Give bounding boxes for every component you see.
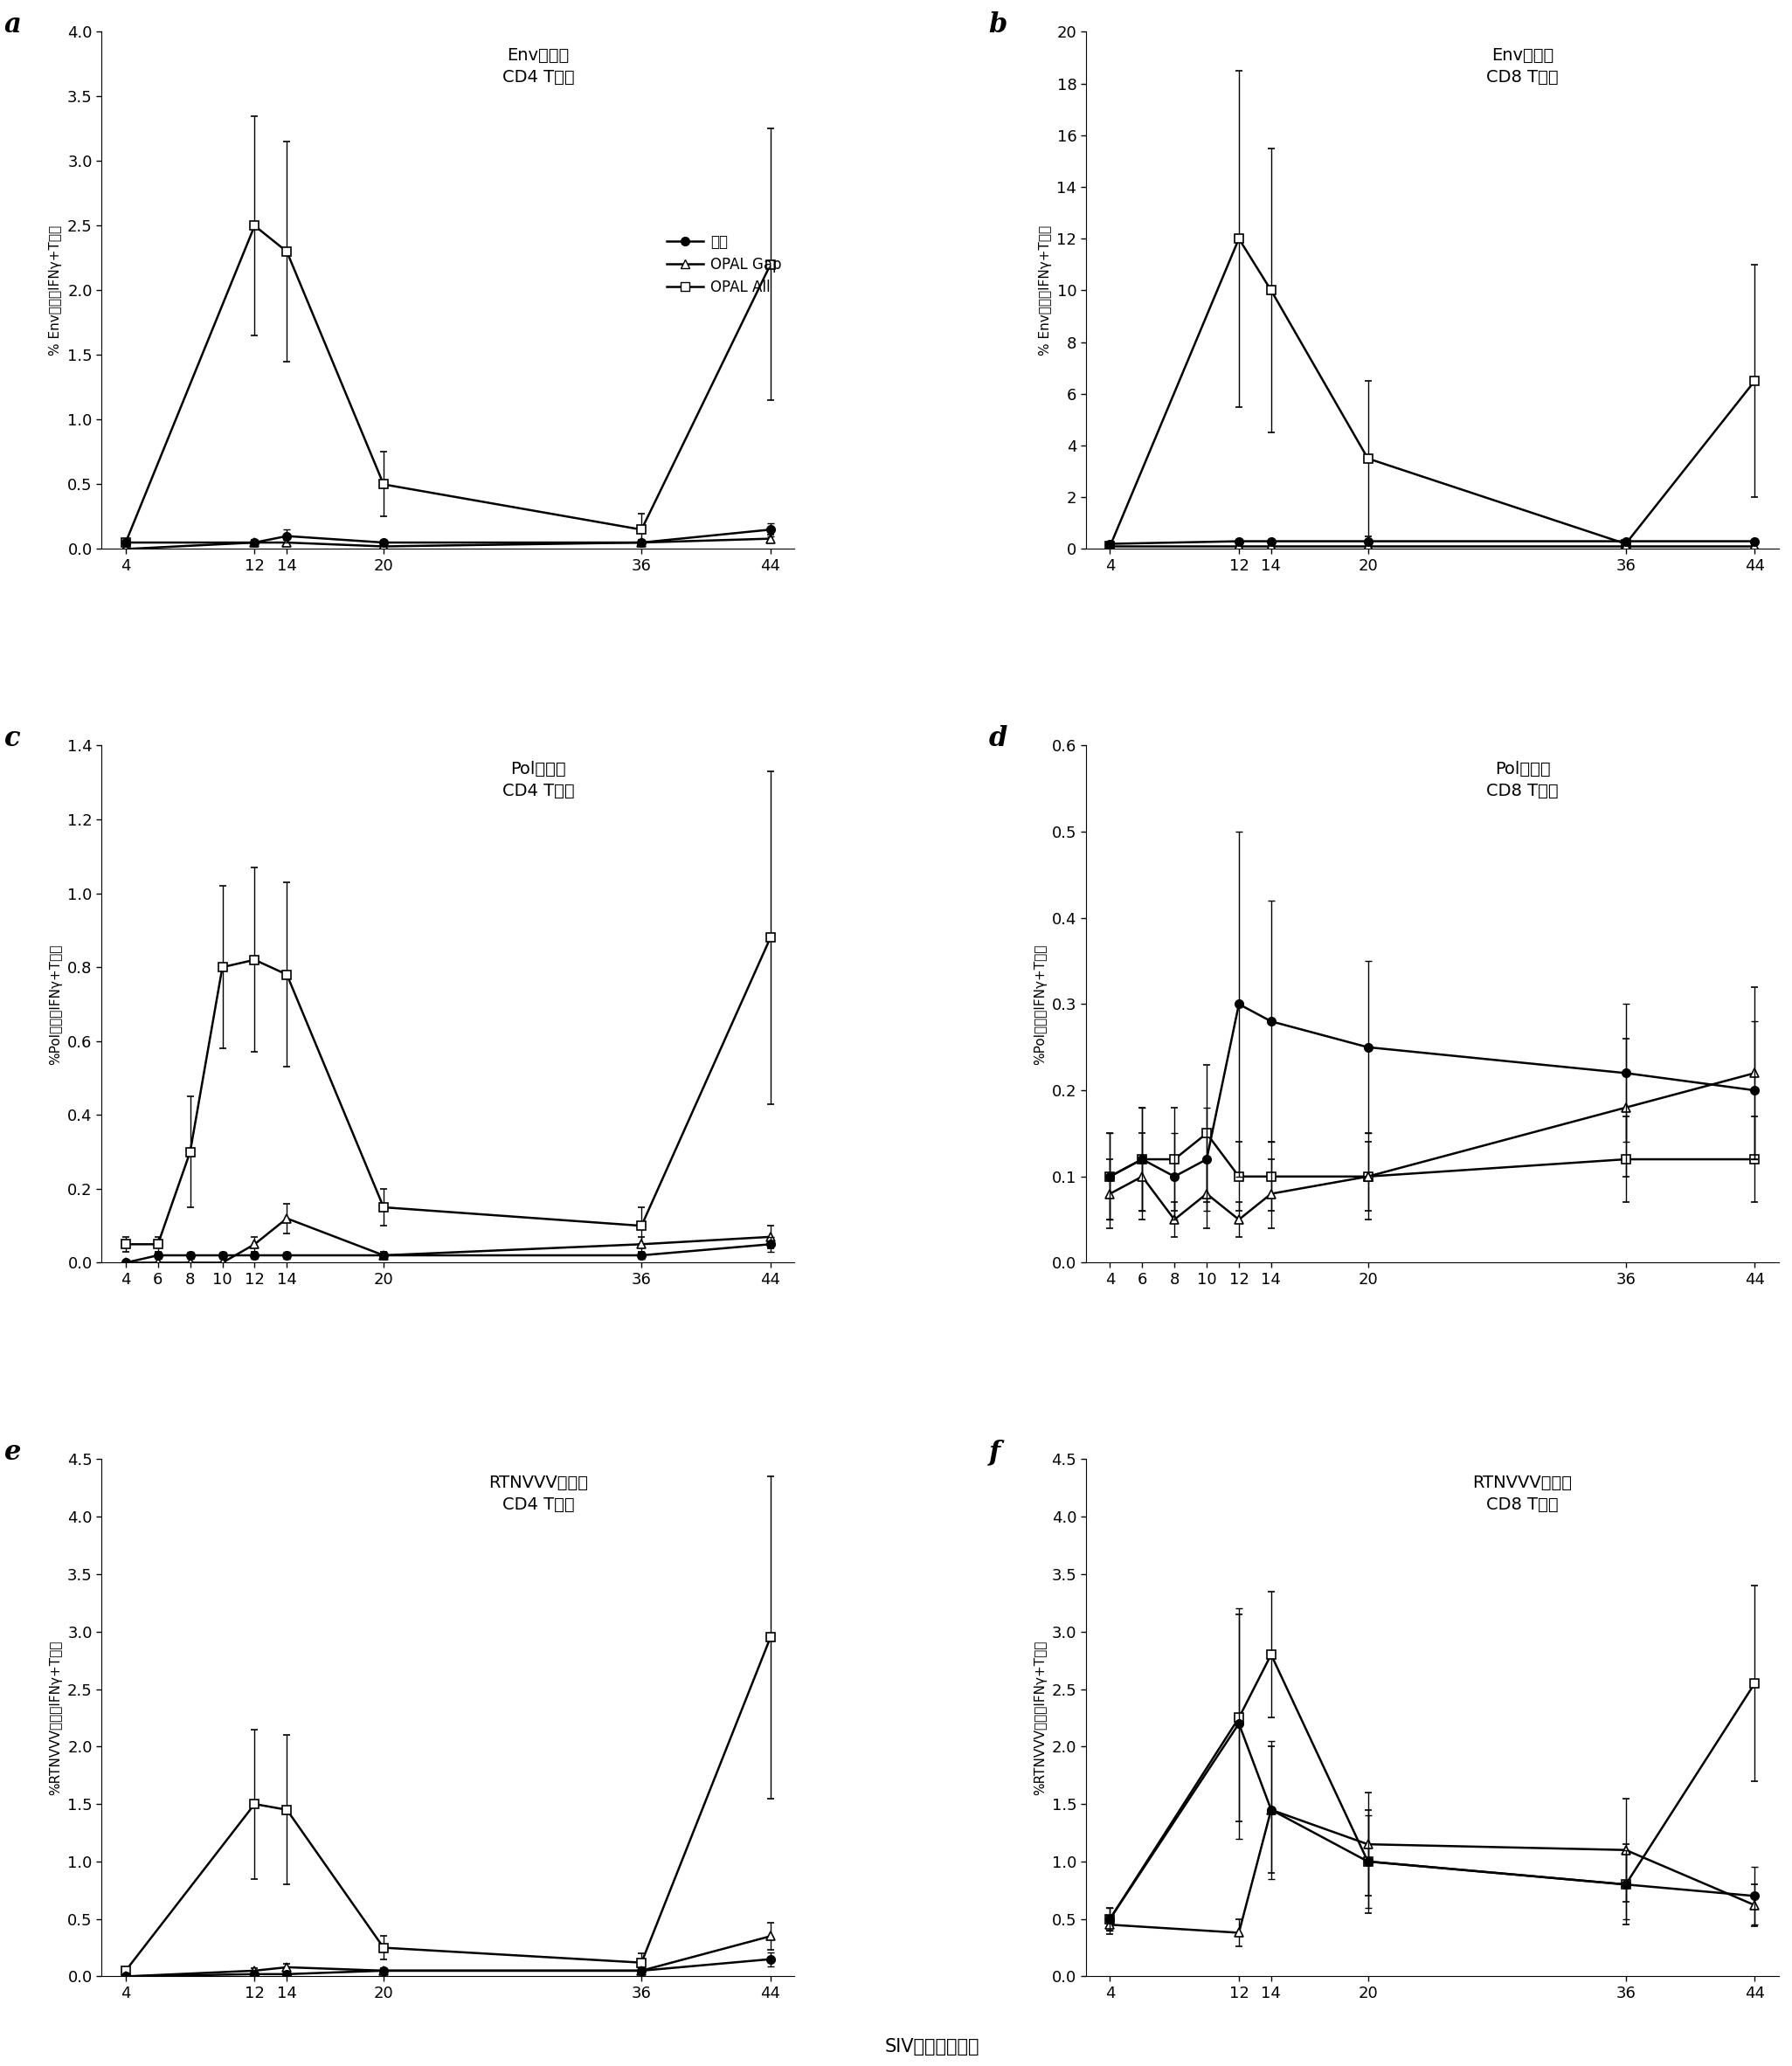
Y-axis label: % Env特异性IFNγ+T细胞: % Env特异性IFNγ+T细胞 (1039, 225, 1052, 355)
Text: b: b (989, 10, 1007, 37)
Text: e: e (4, 1438, 22, 1465)
Text: f: f (989, 1438, 1000, 1465)
Text: a: a (4, 10, 22, 37)
Text: Pol特异性
CD8 T细胞: Pol特异性 CD8 T细胞 (1486, 760, 1559, 800)
Y-axis label: %Pol特异性IFNγ+T细胞: %Pol特异性IFNγ+T细胞 (1034, 944, 1047, 1064)
Text: Pol特异性
CD4 T细胞: Pol特异性 CD4 T细胞 (502, 760, 573, 800)
Text: Env特异性
CD4 T细胞: Env特异性 CD4 T细胞 (502, 48, 573, 87)
Text: RTNVVV特异性
CD8 T细胞: RTNVVV特异性 CD8 T细胞 (1473, 1475, 1572, 1512)
Y-axis label: %RTNVVV特异性IFNγ+T细胞: %RTNVVV特异性IFNγ+T细胞 (50, 1640, 63, 1795)
Text: SIV感染后的周数: SIV感染后的周数 (885, 2039, 978, 2056)
Y-axis label: %RTNVVV特异性IFNγ+T细胞: %RTNVVV特异性IFNγ+T细胞 (1034, 1640, 1047, 1795)
Y-axis label: % Env特异性IFNγ+T细胞: % Env特异性IFNγ+T细胞 (50, 225, 63, 355)
Text: RTNVVV特异性
CD4 T细胞: RTNVVV特异性 CD4 T细胞 (489, 1475, 588, 1512)
Legend: 对照, OPAL Gap, OPAL All: 对照, OPAL Gap, OPAL All (661, 227, 787, 302)
Y-axis label: %Pol特异性IFNγ+T细胞: %Pol特异性IFNγ+T细胞 (50, 944, 63, 1064)
Text: d: d (989, 725, 1007, 752)
Text: Env特异性
CD8 T细胞: Env特异性 CD8 T细胞 (1486, 48, 1559, 87)
Text: c: c (4, 725, 22, 752)
